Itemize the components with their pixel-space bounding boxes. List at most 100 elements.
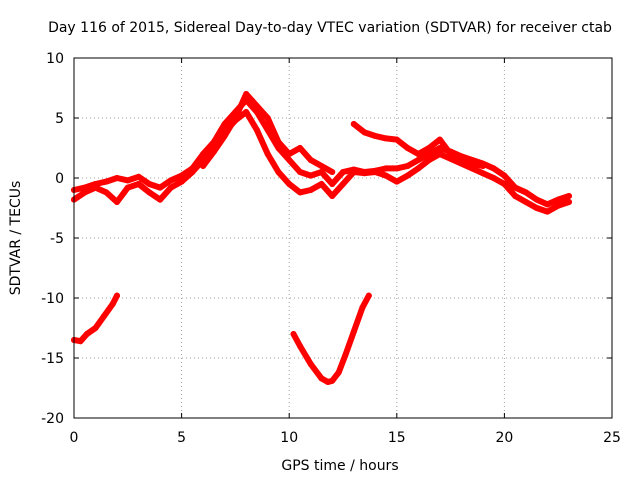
data-point	[221, 133, 228, 139]
data-point	[329, 169, 336, 175]
data-point	[415, 165, 422, 172]
data-point	[365, 292, 372, 299]
data-point	[81, 189, 88, 196]
x-tick-label: 25	[603, 430, 621, 446]
data-point	[383, 135, 389, 142]
data-point	[146, 181, 153, 187]
data-point	[415, 151, 422, 157]
data-point	[490, 175, 497, 181]
data-point	[318, 181, 325, 187]
data-point	[264, 151, 271, 157]
data-point	[83, 331, 90, 337]
data-point	[426, 157, 433, 163]
data-point	[157, 196, 164, 203]
data-point	[426, 145, 433, 151]
data-point	[361, 129, 368, 136]
data-point	[297, 343, 303, 349]
data-point	[135, 181, 142, 187]
data-point	[393, 165, 400, 172]
data-point	[566, 193, 572, 199]
data-point	[479, 170, 486, 177]
data-point	[544, 201, 551, 208]
data-point	[342, 352, 349, 359]
data-point	[512, 184, 519, 191]
data-point	[114, 175, 120, 181]
data-point	[479, 163, 486, 169]
data-point	[329, 193, 336, 199]
data-point	[501, 172, 508, 179]
data-point	[522, 189, 529, 196]
data-point	[372, 133, 379, 139]
data-point	[555, 202, 562, 209]
data-point	[350, 121, 357, 127]
x-tick-label: 15	[388, 430, 406, 446]
data-point	[318, 375, 325, 382]
data-point	[253, 103, 260, 109]
data-point	[393, 178, 400, 185]
data-point	[178, 178, 185, 185]
data-point	[318, 169, 325, 175]
data-point	[404, 163, 411, 169]
data-point	[350, 169, 357, 175]
data-point	[135, 173, 142, 180]
data-point	[77, 338, 84, 345]
data-point	[290, 331, 297, 337]
data-point	[307, 157, 314, 163]
data-point	[307, 172, 314, 179]
chart-title: Day 116 of 2015, Sidereal Day-to-day VTE…	[48, 20, 612, 36]
data-point	[101, 313, 108, 319]
data-point	[383, 165, 389, 172]
data-point	[361, 170, 368, 177]
data-point	[436, 151, 443, 157]
data-point	[286, 151, 293, 157]
data-point	[297, 169, 303, 175]
data-point	[124, 177, 131, 184]
x-tick-label: 5	[177, 430, 186, 446]
data-point	[103, 189, 110, 196]
data-point	[544, 208, 551, 215]
data-point	[318, 163, 325, 169]
y-tick-label: -15	[41, 351, 64, 367]
y-tick-label: -20	[41, 411, 64, 427]
y-axis-label: SDTVAR / TECUs	[8, 181, 24, 296]
data-series	[71, 91, 572, 385]
data-point	[307, 361, 314, 367]
data-point	[114, 199, 120, 205]
series-main-b	[71, 109, 572, 215]
data-point	[167, 184, 174, 191]
data-point	[114, 292, 120, 299]
data-point	[447, 151, 454, 157]
data-point	[372, 169, 379, 175]
y-tick-label: 5	[55, 111, 64, 127]
axis-ticks: 0 5 10 15 20 25 -20 -15 -10 -5 0 5 10	[41, 51, 621, 446]
data-point	[243, 109, 250, 115]
data-point	[264, 115, 271, 121]
data-point	[307, 187, 314, 193]
data-point	[426, 151, 433, 157]
data-point	[146, 189, 153, 196]
x-axis-label: GPS time / hours	[281, 458, 398, 474]
data-point	[415, 157, 422, 163]
data-point	[243, 91, 250, 97]
data-point	[232, 115, 239, 121]
data-point	[533, 196, 540, 203]
data-point	[350, 328, 357, 335]
data-point	[157, 184, 164, 191]
data-point	[404, 172, 411, 179]
data-point	[340, 181, 346, 187]
data-point	[522, 199, 529, 205]
data-point	[393, 136, 400, 143]
data-point	[286, 181, 293, 187]
data-point	[167, 177, 174, 184]
data-point	[200, 163, 207, 169]
x-tick-label: 10	[280, 430, 298, 446]
data-point	[329, 377, 336, 384]
series-dip-middle	[290, 292, 372, 385]
data-point	[286, 157, 293, 163]
data-point	[566, 199, 572, 205]
y-tick-label: -5	[50, 231, 64, 247]
data-point	[469, 160, 476, 167]
data-point	[92, 184, 99, 191]
data-point	[436, 136, 443, 143]
